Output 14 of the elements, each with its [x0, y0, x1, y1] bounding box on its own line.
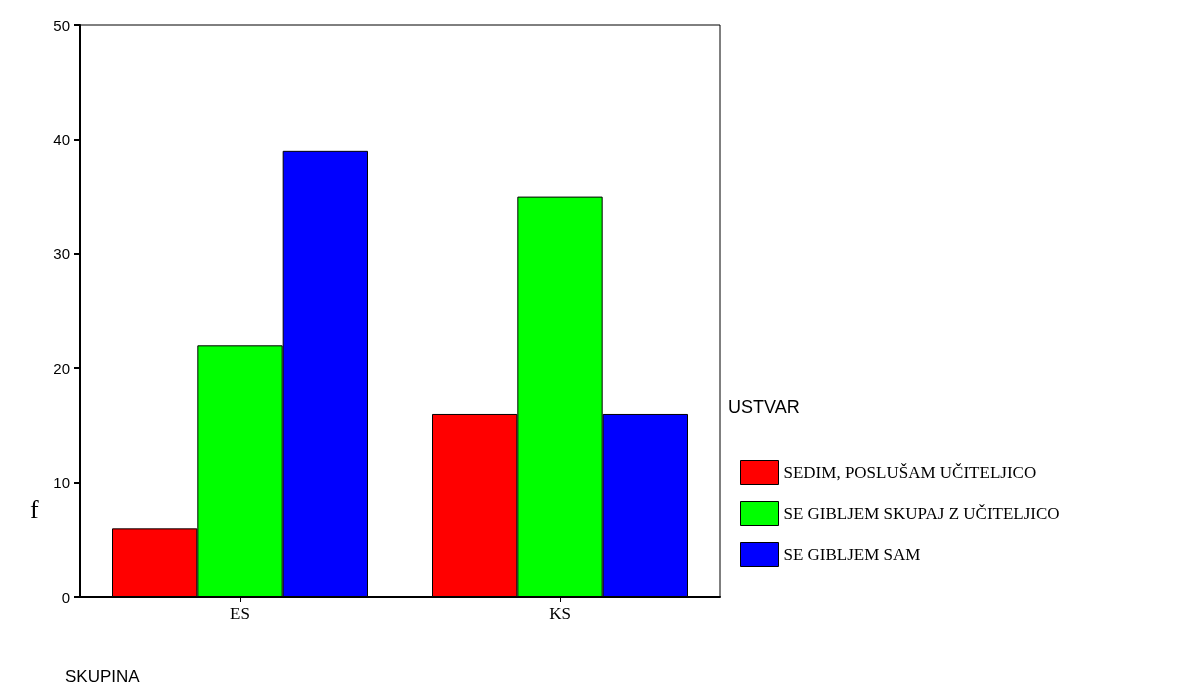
y-tick-label: 50 [53, 16, 70, 34]
x-tick-label: ES [230, 604, 250, 623]
legend-title: USTVAR [728, 397, 800, 417]
legend-label: SE GIBLJEM SKUPAJ Z UČITELJICO [783, 504, 1060, 523]
y-tick-label: 40 [53, 130, 70, 148]
y-tick-label: 10 [53, 474, 70, 492]
legend-label: SEDIM, POSLUŠAM UČITELJICO [783, 463, 1037, 482]
y-axis-title: f [30, 494, 39, 524]
y-tick-label: 30 [53, 245, 70, 263]
y-tick-label: 20 [53, 359, 70, 377]
x-tick-label: KS [549, 604, 571, 623]
y-tick-label: 0 [61, 588, 70, 606]
legend-label: SE GIBLJEM SAM [783, 545, 921, 564]
x-axis-title: SKUPINA [65, 667, 141, 686]
